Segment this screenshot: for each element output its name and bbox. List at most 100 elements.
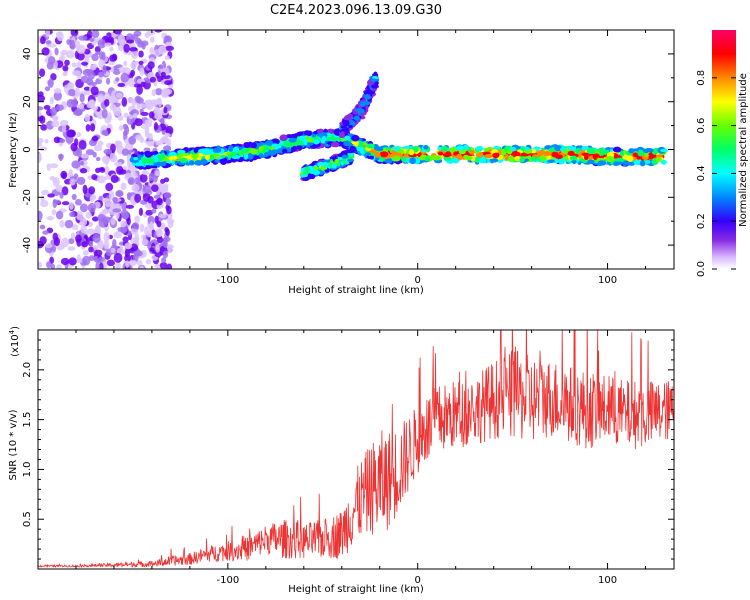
noise-mark — [106, 259, 116, 267]
main-echo-mark — [252, 155, 261, 160]
noise-mark — [92, 216, 99, 222]
main-echo-mark — [374, 152, 381, 158]
noise-mark — [127, 77, 135, 88]
main-echo-mark — [401, 156, 407, 163]
main-echo-mark — [504, 153, 509, 161]
rising-branch-mark — [371, 84, 378, 89]
main-echo-mark — [263, 147, 270, 152]
noise-mark — [109, 152, 116, 162]
main-echo-mark — [321, 135, 327, 142]
noise-mark — [164, 132, 171, 138]
noise-mark — [45, 30, 51, 38]
noise-mark — [149, 76, 157, 83]
noise-mark — [134, 233, 140, 242]
main-echo-mark — [296, 145, 303, 150]
noise-mark — [97, 213, 106, 222]
noise-mark — [46, 215, 55, 221]
noise-mark — [163, 192, 172, 199]
noise-mark — [154, 263, 162, 269]
noise-mark — [104, 165, 110, 176]
noise-mark — [102, 64, 107, 75]
main-echo-mark — [491, 158, 499, 163]
noise-mark — [158, 213, 167, 219]
main-echo-mark — [282, 148, 288, 154]
noise-mark — [50, 263, 56, 269]
noise-mark — [126, 39, 135, 44]
main-echo-mark — [644, 152, 649, 157]
spectrogram-xlabel: Height of straight line (km) — [288, 285, 424, 296]
noise-mark — [59, 192, 64, 199]
main-echo-mark — [557, 157, 565, 165]
noise-mark — [145, 209, 153, 216]
noise-mark — [91, 174, 98, 181]
rising-branch-mark — [364, 93, 371, 100]
noise-mark — [97, 93, 105, 103]
noise-mark — [166, 138, 172, 148]
main-echo-mark — [569, 155, 578, 161]
colorbar-tick-label: 0.4 — [696, 165, 707, 181]
noise-mark — [149, 221, 154, 230]
noise-mark — [54, 47, 59, 56]
noise-mark — [79, 93, 85, 103]
noise-mark — [131, 49, 138, 60]
noise-mark — [148, 172, 155, 181]
noise-mark — [112, 196, 118, 203]
noise-mark — [99, 51, 104, 60]
main-echo-mark — [514, 155, 522, 162]
main-echo-mark — [446, 157, 452, 161]
main-echo-mark — [179, 157, 188, 163]
snr-scale-suffix: ) — [10, 326, 21, 330]
falling-branch-mark — [349, 152, 354, 157]
noise-mark — [71, 224, 79, 231]
spectrogram-ytick-label: -20 — [22, 189, 33, 205]
noise-mark — [103, 232, 110, 242]
noise-mark — [90, 64, 97, 71]
main-echo-mark — [409, 148, 415, 156]
main-echo-mark — [169, 155, 178, 160]
noise-mark — [58, 153, 63, 162]
main-echo-mark — [147, 158, 155, 165]
noise-mark — [164, 80, 173, 86]
falling-branch-mark — [332, 162, 337, 169]
noise-mark — [81, 241, 89, 248]
main-echo-mark — [660, 148, 669, 153]
main-echo-mark — [536, 149, 546, 157]
noise-mark — [154, 170, 160, 177]
noise-mark — [60, 257, 70, 266]
noise-mark — [71, 62, 78, 68]
noise-mark — [43, 105, 51, 110]
main-echo-mark — [156, 154, 165, 159]
colorbar-tick-label: 0.6 — [696, 118, 707, 134]
main-echo-mark — [375, 146, 384, 152]
noise-mark — [154, 113, 163, 120]
noise-mark — [78, 139, 87, 150]
noise-mark — [101, 155, 111, 164]
noise-mark — [89, 240, 94, 247]
noise-mark — [141, 42, 146, 50]
spectrogram-axes: -100 0 100 -40 -20 0 20 40 — [22, 29, 674, 286]
noise-mark — [51, 209, 57, 215]
noise-mark — [82, 249, 90, 256]
noise-mark — [62, 71, 68, 77]
noise-mark — [80, 153, 90, 159]
spectrogram-chart: -100 0 100 -40 -20 0 20 40 Height of straight l… — [8, 29, 675, 296]
noise-mark — [64, 59, 70, 66]
noise-mark — [67, 246, 76, 251]
figure-title: C2E4.2023.096.13.09.G30 — [270, 3, 442, 18]
main-echo-mark — [200, 158, 208, 165]
noise-mark — [142, 184, 152, 194]
main-echo-mark — [306, 131, 312, 136]
noise-mark — [76, 147, 82, 158]
noise-mark — [108, 95, 114, 101]
main-echo-mark — [178, 149, 184, 154]
noise-mark — [126, 192, 132, 201]
noise-mark — [45, 40, 52, 45]
noise-mark — [141, 170, 149, 176]
rising-branch-mark — [353, 115, 360, 121]
noise-mark — [153, 106, 160, 115]
noise-mark — [160, 118, 165, 126]
main-echo-mark — [445, 151, 451, 157]
main-echo-mark — [547, 159, 555, 164]
noise-mark — [88, 81, 97, 87]
